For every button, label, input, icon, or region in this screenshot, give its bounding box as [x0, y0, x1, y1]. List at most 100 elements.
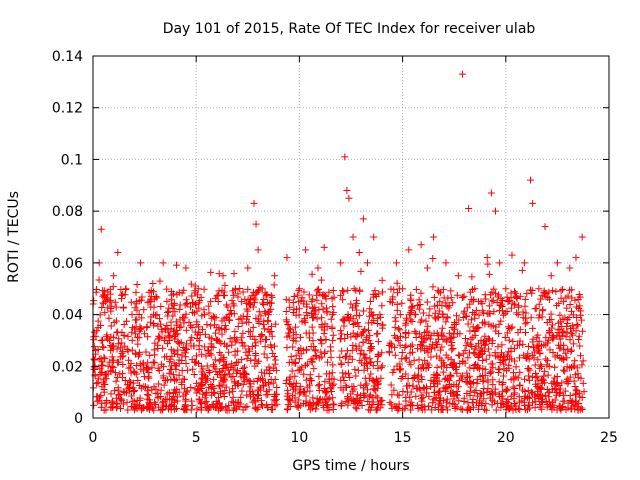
- data-point: [186, 303, 194, 311]
- data-point: [355, 322, 363, 330]
- data-point: [289, 343, 297, 351]
- data-point: [467, 316, 475, 324]
- data-point: [220, 357, 228, 365]
- data-point-peak: [553, 259, 561, 267]
- data-point: [431, 383, 439, 391]
- data-point: [104, 304, 112, 312]
- data-point: [226, 389, 234, 397]
- data-point: [318, 314, 326, 322]
- data-point: [364, 398, 372, 406]
- data-point: [571, 296, 579, 304]
- data-point: [267, 405, 275, 413]
- data-point: [102, 406, 110, 414]
- data-point: [450, 318, 458, 326]
- data-point: [108, 356, 116, 364]
- data-point: [429, 283, 437, 291]
- data-point: [170, 326, 178, 334]
- data-point: [268, 401, 276, 409]
- data-point: [535, 314, 543, 322]
- data-point: [321, 350, 329, 358]
- data-point: [453, 291, 461, 299]
- data-point: [127, 378, 135, 386]
- data-point: [395, 325, 403, 333]
- data-point: [379, 321, 387, 329]
- data-point: [463, 378, 471, 386]
- data-point: [357, 381, 365, 389]
- data-point: [497, 317, 505, 325]
- data-point: [195, 345, 203, 353]
- data-point: [523, 290, 531, 298]
- data-point: [498, 392, 506, 400]
- data-point: [466, 300, 474, 308]
- data-point: [371, 386, 379, 394]
- data-point: [515, 354, 523, 362]
- data-point: [391, 351, 399, 359]
- data-point: [426, 335, 434, 343]
- data-point: [188, 292, 196, 300]
- data-point-peak: [572, 254, 580, 262]
- data-point: [321, 387, 329, 395]
- data-point: [462, 342, 470, 350]
- data-point: [181, 375, 189, 383]
- data-point: [358, 402, 366, 410]
- data-point: [337, 402, 345, 410]
- data-point: [534, 331, 542, 339]
- data-point: [165, 369, 173, 377]
- data-point: [367, 345, 375, 353]
- data-point: [519, 386, 527, 394]
- data-point: [177, 338, 185, 346]
- data-point: [292, 352, 300, 360]
- data-point: [206, 368, 214, 376]
- data-point: [268, 293, 276, 301]
- data-point: [501, 333, 509, 341]
- data-point-peak: [308, 298, 316, 306]
- data-point: [184, 366, 192, 374]
- data-point: [149, 358, 157, 366]
- data-point: [514, 405, 522, 413]
- data-point: [472, 306, 480, 314]
- data-point: [329, 400, 337, 408]
- data-point: [148, 364, 156, 372]
- data-point: [339, 296, 347, 304]
- data-point-peak: [169, 290, 177, 298]
- data-point: [108, 398, 116, 406]
- data-point: [233, 358, 241, 366]
- data-point: [97, 354, 105, 362]
- data-point-peak: [477, 298, 485, 306]
- data-point: [439, 359, 447, 367]
- data-point: [415, 364, 423, 372]
- data-point: [163, 297, 171, 305]
- data-point: [128, 310, 136, 318]
- data-point: [146, 351, 154, 359]
- data-point: [407, 401, 415, 409]
- data-point: [566, 397, 574, 405]
- data-point: [189, 298, 197, 306]
- data-point: [289, 328, 297, 336]
- data-point-peak: [547, 272, 555, 280]
- data-point: [301, 388, 309, 396]
- data-point: [185, 318, 193, 326]
- data-point: [321, 395, 329, 403]
- data-point: [309, 337, 317, 345]
- data-point: [118, 396, 126, 404]
- data-point: [199, 326, 207, 334]
- data-point: [260, 296, 268, 304]
- data-point-peak: [136, 259, 144, 267]
- data-point-peak: [213, 336, 221, 344]
- data-point: [563, 363, 571, 371]
- data-point: [459, 350, 467, 358]
- data-point: [163, 285, 171, 293]
- data-point: [413, 373, 421, 381]
- data-point: [540, 341, 548, 349]
- data-point: [466, 372, 474, 380]
- data-point: [263, 354, 271, 362]
- data-point: [306, 371, 314, 379]
- data-point: [171, 386, 179, 394]
- data-point: [246, 328, 254, 336]
- data-point-peak: [423, 264, 431, 272]
- data-point: [438, 343, 446, 351]
- data-point: [136, 323, 144, 331]
- data-point-peak: [231, 285, 239, 293]
- data-point: [488, 389, 496, 397]
- data-point: [453, 312, 461, 320]
